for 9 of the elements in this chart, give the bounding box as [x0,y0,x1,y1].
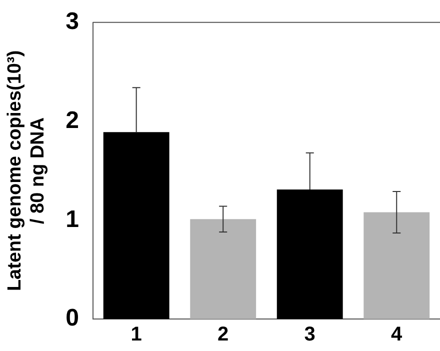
x-tick-label: 4 [391,324,404,346]
x-tick-label: 2 [218,324,229,346]
x-tick-label: 3 [304,324,316,346]
y-tick-label: 2 [66,106,79,134]
y-tick-label: 0 [66,304,79,332]
y-axis-title: Latent genome copies(10³) / 80 ng DNA [4,50,48,292]
x-tick-label: 1 [130,324,142,346]
y-tick-label: 3 [66,8,79,36]
y-tick-label: 1 [66,206,79,233]
